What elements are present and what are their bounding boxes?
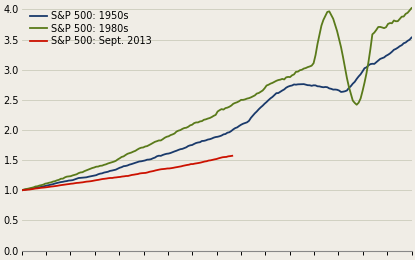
S&P 500: 1980s: (1, 4.02): 1980s: (1, 4.02) <box>409 6 414 10</box>
S&P 500: Sept. 2013: (0, 1): Sept. 2013: (0, 1) <box>19 189 24 192</box>
S&P 500: Sept. 2013: (0.464, 1.47): Sept. 2013: (0.464, 1.47) <box>200 160 205 164</box>
Line: S&P 500: 1950s: S&P 500: 1950s <box>22 37 412 190</box>
S&P 500: 1950s: (0.186, 1.24): 1950s: (0.186, 1.24) <box>92 174 97 177</box>
S&P 500: 1980s: (0.0402, 1.07): 1980s: (0.0402, 1.07) <box>35 185 40 188</box>
S&P 500: Sept. 2013: (0.54, 1.57): Sept. 2013: (0.54, 1.57) <box>230 154 235 157</box>
S&P 500: 1950s: (0.95, 3.3): 1950s: (0.95, 3.3) <box>389 50 394 53</box>
S&P 500: 1980s: (0.915, 3.71): 1980s: (0.915, 3.71) <box>376 25 381 29</box>
S&P 500: 1980s: (0.95, 3.77): 1980s: (0.95, 3.77) <box>389 22 394 25</box>
S&P 500: 1950s: (1, 3.53): 1950s: (1, 3.53) <box>409 36 414 39</box>
S&P 500: Sept. 2013: (0.429, 1.42): Sept. 2013: (0.429, 1.42) <box>186 163 191 166</box>
S&P 500: 1950s: (0.266, 1.4): 1950s: (0.266, 1.4) <box>123 164 128 167</box>
Legend: S&P 500: 1950s, S&P 500: 1980s, S&P 500: Sept. 2013: S&P 500: 1950s, S&P 500: 1980s, S&P 500:… <box>27 8 154 49</box>
S&P 500: 1950s: (0.915, 3.15): 1950s: (0.915, 3.15) <box>376 59 381 62</box>
Line: S&P 500: 1980s: S&P 500: 1980s <box>22 8 412 190</box>
S&P 500: 1950s: (0, 1): 1950s: (0, 1) <box>19 189 24 192</box>
S&P 500: Sept. 2013: (0.0555, 1.04): Sept. 2013: (0.0555, 1.04) <box>41 186 46 189</box>
S&P 500: 1980s: (0, 1): 1980s: (0, 1) <box>19 189 24 192</box>
S&P 500: Sept. 2013: (0.252, 1.22): Sept. 2013: (0.252, 1.22) <box>117 176 122 179</box>
S&P 500: 1950s: (0.0603, 1.07): 1950s: (0.0603, 1.07) <box>43 184 48 187</box>
S&P 500: 1980s: (0.0603, 1.11): 1980s: (0.0603, 1.11) <box>43 182 48 185</box>
S&P 500: 1980s: (0.186, 1.38): 1980s: (0.186, 1.38) <box>92 166 97 169</box>
S&P 500: Sept. 2013: (0.0858, 1.07): Sept. 2013: (0.0858, 1.07) <box>53 185 58 188</box>
S&P 500: Sept. 2013: (0.53, 1.56): Sept. 2013: (0.53, 1.56) <box>226 155 231 158</box>
S&P 500: 1950s: (0.0402, 1.04): 1950s: (0.0402, 1.04) <box>35 186 40 189</box>
Line: S&P 500: Sept. 2013: S&P 500: Sept. 2013 <box>22 156 232 190</box>
S&P 500: 1980s: (0.266, 1.59): 1980s: (0.266, 1.59) <box>123 153 128 157</box>
